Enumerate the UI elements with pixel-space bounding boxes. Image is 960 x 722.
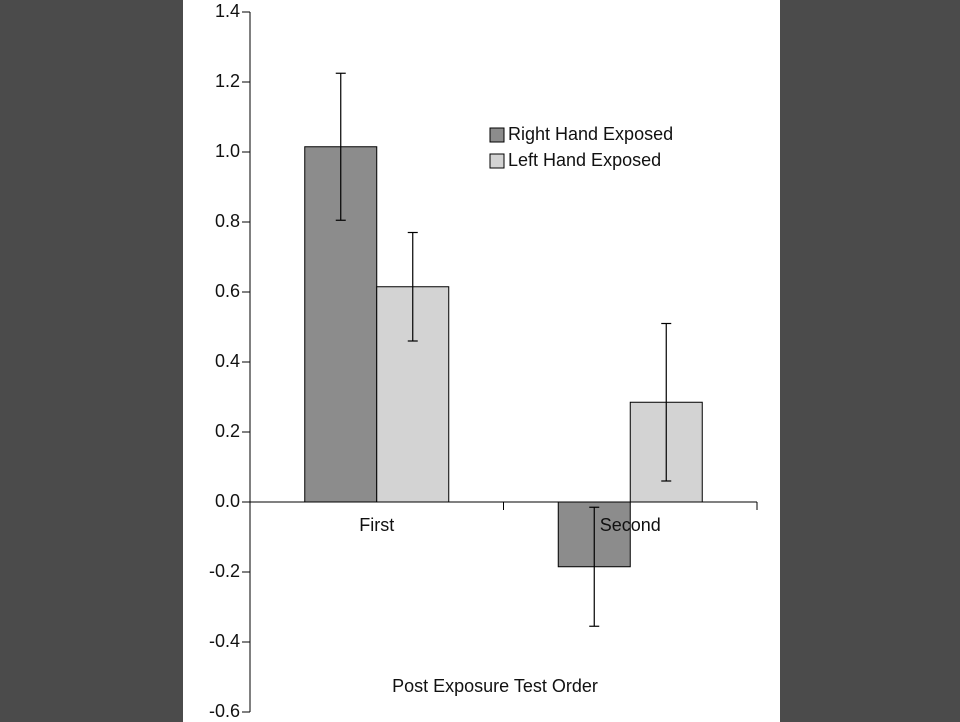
legend-swatch (489, 153, 505, 169)
x-axis-title: Post Exposure Test Order (392, 676, 598, 696)
error-bar (407, 231, 418, 342)
y-tick-label: -0.4 (209, 631, 240, 651)
y-tick-label: -0.6 (209, 701, 240, 721)
y-tick-label: 1.4 (215, 1, 240, 21)
y-tick-label: -0.2 (209, 561, 240, 581)
y-tick-label: 0.8 (215, 211, 240, 231)
error-bar (335, 72, 346, 221)
y-tick-label: 0.2 (215, 421, 240, 441)
y-tick-label: 0.0 (215, 491, 240, 511)
error-bar (589, 506, 600, 627)
legend-label: Right Hand Exposed (508, 124, 673, 144)
legend-swatch (489, 127, 505, 143)
error-bar (661, 322, 672, 482)
y-tick-label: 0.4 (215, 351, 240, 371)
legend-label: Left Hand Exposed (508, 150, 661, 170)
x-tick-label: Second (600, 515, 661, 535)
y-tick-label: 1.2 (215, 71, 240, 91)
plot-background (183, 0, 780, 722)
x-tick-label: First (359, 515, 394, 535)
y-tick-label: 1.0 (215, 141, 240, 161)
y-tick-label: 0.6 (215, 281, 240, 301)
